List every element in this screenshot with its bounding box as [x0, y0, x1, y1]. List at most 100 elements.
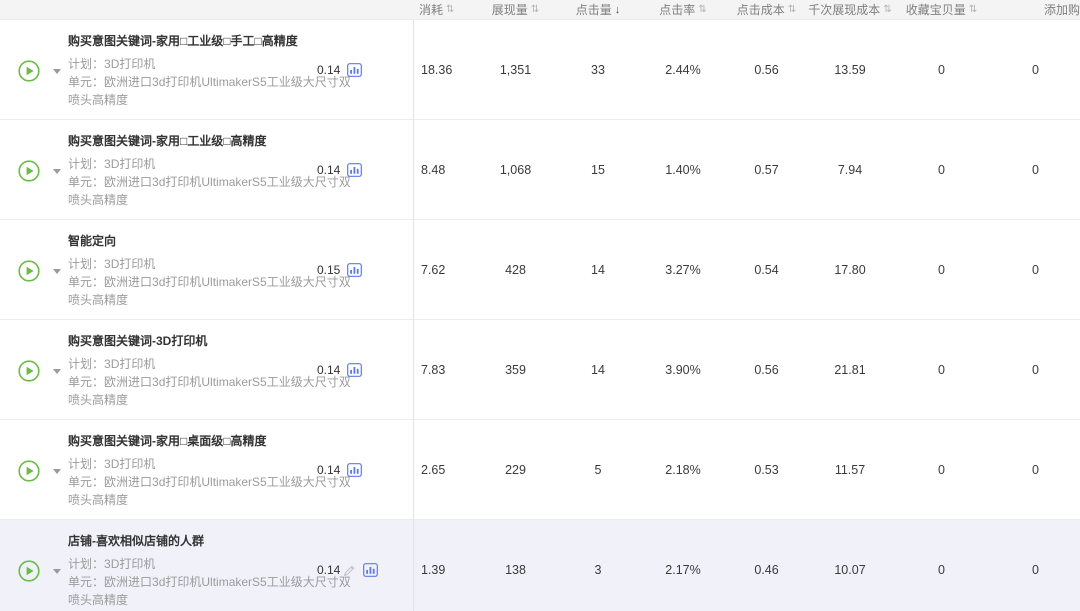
- column-header-add-cart[interactable]: 添加购: [1043, 3, 1080, 17]
- unit-info-cell: 购买意图关键词-家用□工业级□高精度 计划：3D打印机 单元：欧洲进口3d打印机…: [0, 120, 413, 219]
- unit-label: 单元：: [68, 175, 105, 189]
- sort-updown-icon[interactable]: ⇅: [787, 4, 797, 15]
- chevron-down-icon[interactable]: [53, 68, 61, 74]
- metrics-cells: 8.48 1,068 15 1.40% 0.57 7.94 0 0: [413, 120, 1080, 219]
- metric-clicks: 14: [591, 262, 605, 277]
- bid-value: 0.14: [317, 63, 341, 77]
- unit-line: 单元：欧洲进口3d打印机UltimakerS5工业级大尺寸双喷头高精度: [68, 73, 358, 109]
- metric-add-cart: 0: [1032, 362, 1039, 377]
- unit-title-link[interactable]: 购买意图关键词-家用□工业级□手工□高精度: [68, 34, 298, 48]
- unit-text-block: 购买意图关键词-3D打印机 计划：3D打印机 单元：欧洲进口3d打印机Ultim…: [68, 333, 358, 409]
- play-status-icon[interactable]: [18, 360, 40, 382]
- metric-ctr: 3.90%: [665, 362, 701, 377]
- unit-text-block: 智能定向 计划：3D打印机 单元：欧洲进口3d打印机UltimakerS5工业级…: [68, 233, 358, 309]
- table-row: 购买意图关键词-家用□工业级□手工□高精度 计划：3D打印机 单元：欧洲进口3d…: [0, 20, 1080, 120]
- chevron-down-icon[interactable]: [53, 268, 61, 274]
- unit-value: 欧洲进口3d打印机UltimakerS5工业级大尺寸双喷头高精度: [68, 375, 351, 407]
- unit-info-cell: 购买意图关键词-家用□工业级□手工□高精度 计划：3D打印机 单元：欧洲进口3d…: [0, 20, 413, 119]
- sort-updown-icon[interactable]: ⇅: [446, 4, 455, 15]
- bid-group: 0.14: [317, 162, 363, 178]
- play-status-icon[interactable]: [18, 160, 40, 182]
- metric-cost: 7.83: [421, 362, 446, 377]
- unit-title-link[interactable]: 购买意图关键词-3D打印机: [68, 334, 208, 348]
- sort-updown-icon[interactable]: ⇅: [883, 4, 892, 15]
- metric-favorites: 0: [938, 362, 945, 377]
- sort-updown-icon[interactable]: ⇅: [698, 4, 707, 15]
- unit-line: 单元：欧洲进口3d打印机UltimakerS5工业级大尺寸双喷头高精度: [68, 573, 358, 609]
- edit-pencil-icon[interactable]: [343, 564, 356, 577]
- bid-value: 0.14: [317, 163, 341, 177]
- metric-cpc: 0.53: [754, 462, 779, 477]
- play-status-icon[interactable]: [18, 460, 40, 482]
- unit-value: 欧洲进口3d打印机UltimakerS5工业级大尺寸双喷头高精度: [68, 175, 351, 207]
- column-header-cpm[interactable]: 千次展现成本 ⇅: [808, 3, 892, 17]
- column-header-clicks[interactable]: 点击量 ↓: [575, 3, 621, 17]
- table-row: 店铺-喜欢相似店铺的人群 计划：3D打印机 单元：欧洲进口3d打印机Ultima…: [0, 520, 1080, 611]
- plan-value: 3D打印机: [104, 157, 156, 171]
- plan-label: 计划：: [68, 157, 105, 171]
- unit-title-link[interactable]: 购买意图关键词-家用□桌面级□高精度: [68, 434, 267, 448]
- metric-ctr: 2.18%: [665, 462, 701, 477]
- metric-cost: 8.48: [421, 162, 446, 177]
- row-controls: [18, 160, 61, 182]
- metric-favorites: 0: [938, 62, 945, 77]
- plan-line: 计划：3D打印机: [68, 455, 358, 473]
- metric-impressions: 1,351: [499, 62, 532, 77]
- table-header: 消耗 ⇅ 展现量 ⇅ 点击量 ↓ 点击率 ⇅ 点击成本 ⇅ 千次展现成本 ⇅ 收藏宝贝量 ⇅ …: [0, 0, 1080, 20]
- metric-cpm: 17.80: [834, 262, 866, 277]
- bid-value: 0.14: [317, 463, 341, 477]
- metric-impressions: 359: [505, 362, 526, 377]
- bar-chart-icon[interactable]: [347, 363, 363, 377]
- sort-desc-icon[interactable]: ↓: [614, 3, 621, 16]
- column-header-cpc[interactable]: 点击成本 ⇅: [736, 3, 797, 17]
- bar-chart-icon[interactable]: [347, 163, 363, 177]
- metric-cpm: 21.81: [834, 362, 866, 377]
- play-status-icon[interactable]: [18, 560, 40, 582]
- sort-updown-icon[interactable]: ⇅: [530, 4, 540, 15]
- unit-label: 单元：: [68, 575, 105, 589]
- plan-label: 计划：: [68, 257, 105, 271]
- unit-title-link[interactable]: 店铺-喜欢相似店铺的人群: [68, 534, 204, 548]
- column-header-ctr[interactable]: 点击率 ⇅: [659, 3, 707, 17]
- play-status-icon[interactable]: [18, 260, 40, 282]
- chevron-down-icon[interactable]: [53, 468, 61, 474]
- metric-ctr: 1.40%: [665, 162, 701, 177]
- play-status-icon[interactable]: [18, 60, 40, 82]
- plan-line: 计划：3D打印机: [68, 255, 358, 273]
- row-controls: [18, 260, 61, 282]
- metric-ctr: 2.44%: [665, 62, 701, 77]
- unit-info-cell: 购买意图关键词-家用□桌面级□高精度 计划：3D打印机 单元：欧洲进口3d打印机…: [0, 420, 413, 519]
- metric-clicks: 5: [594, 462, 602, 477]
- column-header-cost[interactable]: 消耗 ⇅: [419, 3, 455, 17]
- bar-chart-icon[interactable]: [347, 63, 363, 77]
- chevron-down-icon[interactable]: [53, 568, 61, 574]
- metric-cpc: 0.46: [754, 562, 779, 577]
- metric-cpc: 0.57: [754, 162, 779, 177]
- metric-favorites: 0: [938, 162, 945, 177]
- bar-chart-icon[interactable]: [347, 263, 363, 277]
- unit-title-link[interactable]: 购买意图关键词-家用□工业级□高精度: [68, 134, 267, 148]
- sort-updown-icon[interactable]: ⇅: [968, 4, 978, 15]
- bid-group: 0.14: [317, 362, 363, 378]
- unit-title-link[interactable]: 智能定向: [68, 234, 117, 248]
- bar-chart-icon[interactable]: [347, 463, 363, 477]
- chevron-down-icon[interactable]: [53, 168, 61, 174]
- column-header-favorites[interactable]: 收藏宝贝量 ⇅: [905, 3, 978, 17]
- metric-favorites: 0: [938, 262, 945, 277]
- metric-impressions: 428: [505, 262, 526, 277]
- row-controls: [18, 60, 61, 82]
- metric-cost: 18.36: [421, 62, 453, 77]
- bar-chart-icon[interactable]: [363, 563, 379, 577]
- metric-add-cart: 0: [1032, 162, 1039, 177]
- metrics-cells: 2.65 229 5 2.18% 0.53 11.57 0 0: [413, 420, 1080, 519]
- unit-value: 欧洲进口3d打印机UltimakerS5工业级大尺寸双喷头高精度: [68, 75, 351, 107]
- table-row: 智能定向 计划：3D打印机 单元：欧洲进口3d打印机UltimakerS5工业级…: [0, 220, 1080, 320]
- row-controls: [18, 460, 61, 482]
- unit-value: 欧洲进口3d打印机UltimakerS5工业级大尺寸双喷头高精度: [68, 475, 351, 507]
- column-header-impressions[interactable]: 展现量 ⇅: [491, 3, 540, 17]
- plan-line: 计划：3D打印机: [68, 155, 358, 173]
- metric-add-cart: 0: [1032, 262, 1039, 277]
- chevron-down-icon[interactable]: [53, 368, 61, 374]
- plan-label: 计划：: [68, 457, 105, 471]
